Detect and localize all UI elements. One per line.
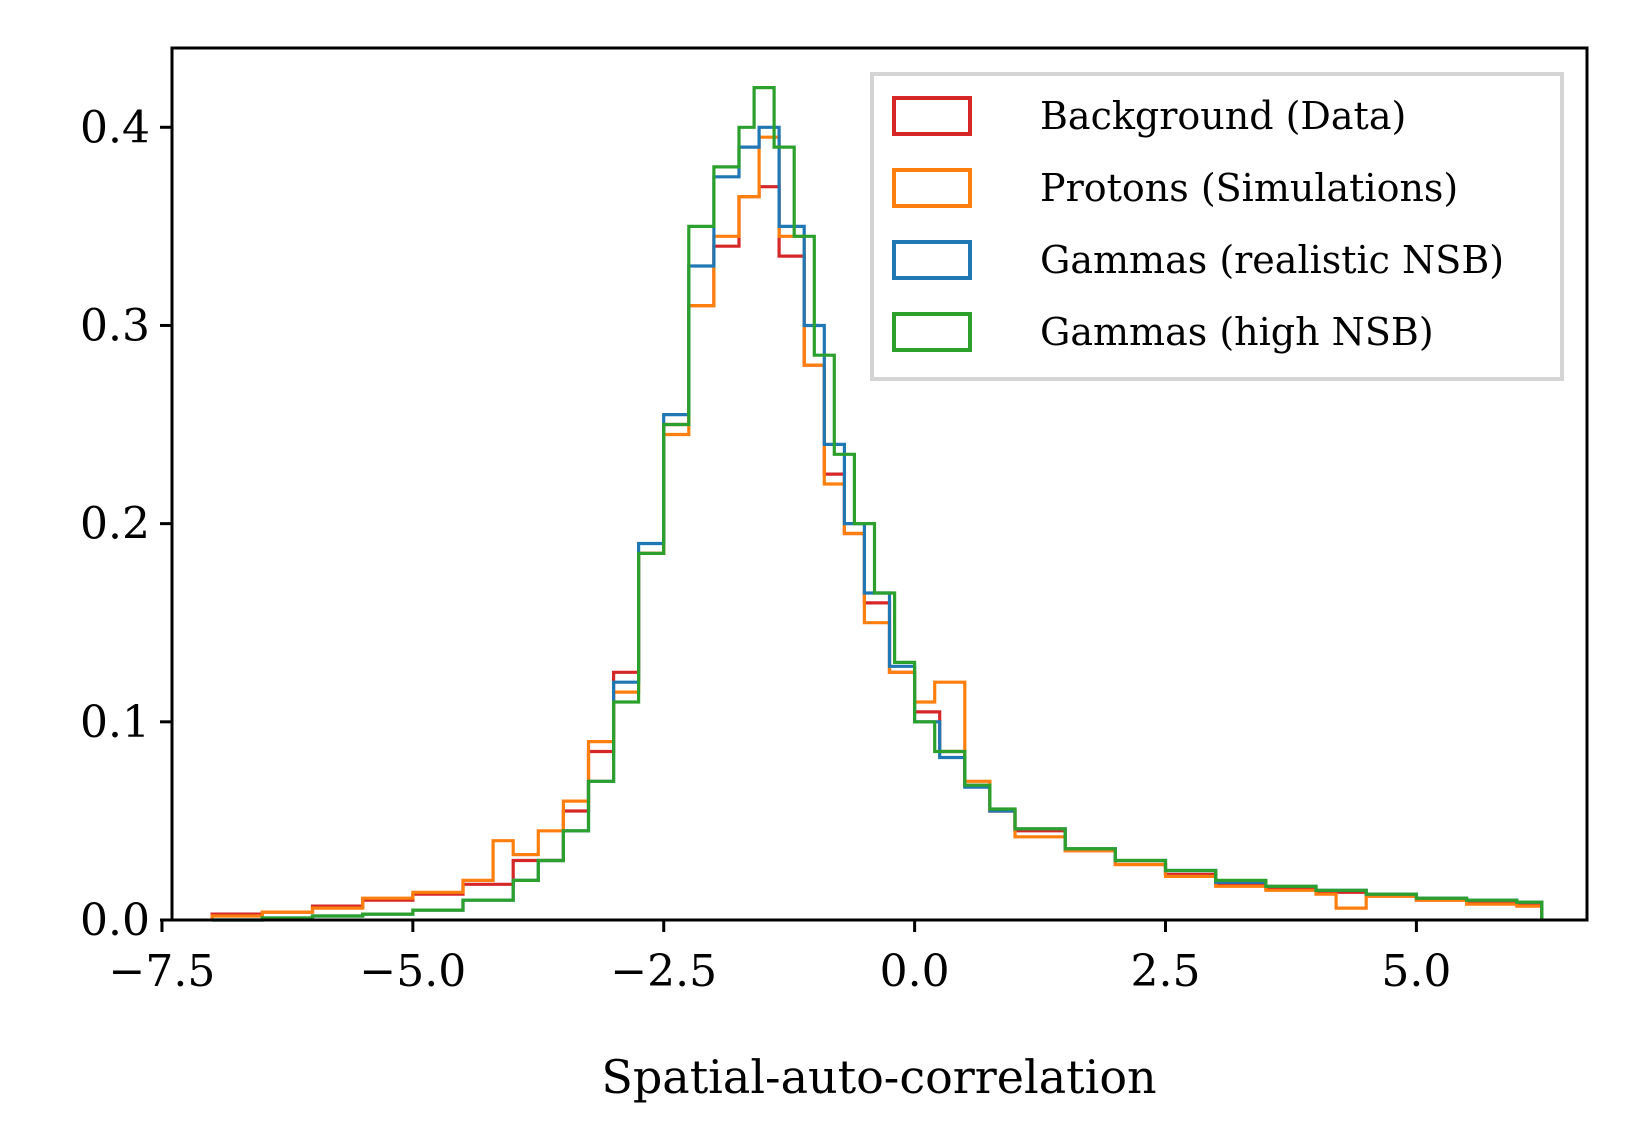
x-tick-label: −2.5: [610, 946, 717, 997]
y-tick-label: 0.4: [80, 102, 150, 153]
y-tick-label: 0.2: [80, 499, 150, 550]
legend-label: Gammas (high NSB): [1040, 310, 1434, 354]
legend-swatch: [892, 168, 972, 208]
legend: Background (Data) Protons (Simulations) Ga…: [870, 72, 1564, 381]
y-tick-label: 0.1: [80, 697, 150, 748]
x-tick-label: 2.5: [1131, 946, 1201, 997]
x-tick-label: −7.5: [109, 946, 216, 997]
x-tick-label: −5.0: [359, 946, 466, 997]
legend-swatch: [892, 312, 972, 352]
legend-label: Gammas (realistic NSB): [1040, 238, 1504, 282]
legend-box: [870, 72, 1564, 381]
x-tick-label: 0.0: [880, 946, 950, 997]
plot-area: [210, 86, 1544, 922]
x-tick-label: 5.0: [1381, 946, 1451, 997]
x-axis: −7.5 −5.0 −2.5 0.0 2.5 5.0: [109, 920, 1451, 997]
legend-label: Protons (Simulations): [1040, 166, 1458, 210]
y-axis: 0.0 0.1 0.2 0.3 0.4: [80, 102, 172, 946]
series-line-3: [212, 86, 1544, 922]
legend-swatch: [892, 96, 972, 136]
axes-frame: [170, 46, 1589, 922]
y-tick-label: 0.0: [80, 895, 150, 946]
legend-swatch: [892, 240, 972, 280]
x-axis-title: Spatial-auto-correlation: [601, 1050, 1156, 1104]
y-tick-label: 0.3: [80, 300, 150, 351]
legend-label: Background (Data): [1040, 94, 1406, 138]
